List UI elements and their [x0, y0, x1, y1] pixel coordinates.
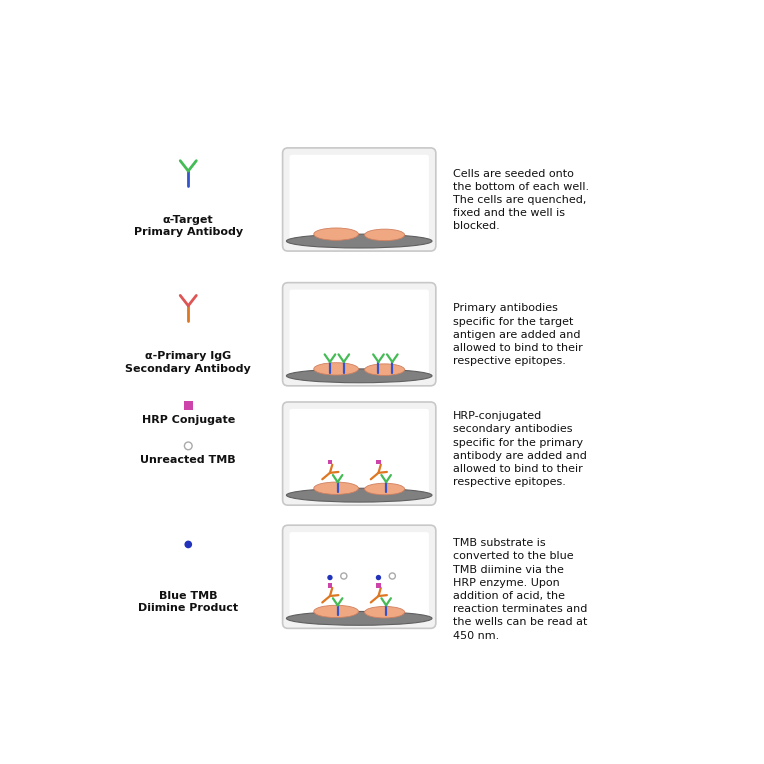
Ellipse shape [286, 369, 432, 383]
Text: TMB substrate is
converted to the blue
TMB diimine via the
HRP enzyme. Upon
addi: TMB substrate is converted to the blue T… [453, 539, 588, 641]
Text: HRP-conjugated
secondary antibodies
specific for the primary
antibody are added : HRP-conjugated secondary antibodies spec… [453, 411, 587, 487]
Bar [328, 460, 332, 465]
Text: Primary antibodies
specific for the target
antigen are added and
allowed to bind: Primary antibodies specific for the targ… [453, 303, 583, 366]
Ellipse shape [286, 234, 432, 248]
Bar [328, 583, 332, 588]
Text: Unreacted TMB: Unreacted TMB [141, 455, 236, 465]
FancyBboxPatch shape [290, 155, 429, 244]
FancyBboxPatch shape [283, 148, 435, 251]
FancyBboxPatch shape [290, 409, 429, 498]
Ellipse shape [314, 605, 358, 617]
Circle shape [184, 541, 192, 549]
Bar [376, 460, 380, 465]
Bar [376, 583, 380, 588]
FancyBboxPatch shape [283, 402, 435, 505]
Text: Cells are seeded onto
the bottom of each well.
The cells are quenched,
fixed and: Cells are seeded onto the bottom of each… [453, 169, 589, 231]
Ellipse shape [314, 363, 358, 375]
Ellipse shape [286, 488, 432, 502]
Ellipse shape [364, 364, 405, 375]
Text: α-Target
Primary Antibody: α-Target Primary Antibody [134, 215, 243, 238]
Circle shape [376, 575, 381, 580]
Ellipse shape [286, 611, 432, 625]
FancyBboxPatch shape [290, 290, 429, 379]
Ellipse shape [364, 483, 405, 495]
Circle shape [327, 575, 332, 580]
FancyBboxPatch shape [283, 283, 435, 386]
Ellipse shape [314, 228, 358, 241]
Ellipse shape [364, 607, 405, 618]
Text: HRP Conjugate: HRP Conjugate [141, 415, 235, 425]
FancyBboxPatch shape [290, 532, 429, 621]
Text: Blue TMB
Diimine Product: Blue TMB Diimine Product [138, 591, 238, 613]
Ellipse shape [314, 482, 358, 494]
FancyBboxPatch shape [283, 525, 435, 628]
Bar [183, 401, 193, 410]
Ellipse shape [364, 229, 405, 241]
Text: α-Primary IgG
Secondary Antibody: α-Primary IgG Secondary Antibody [125, 351, 251, 374]
